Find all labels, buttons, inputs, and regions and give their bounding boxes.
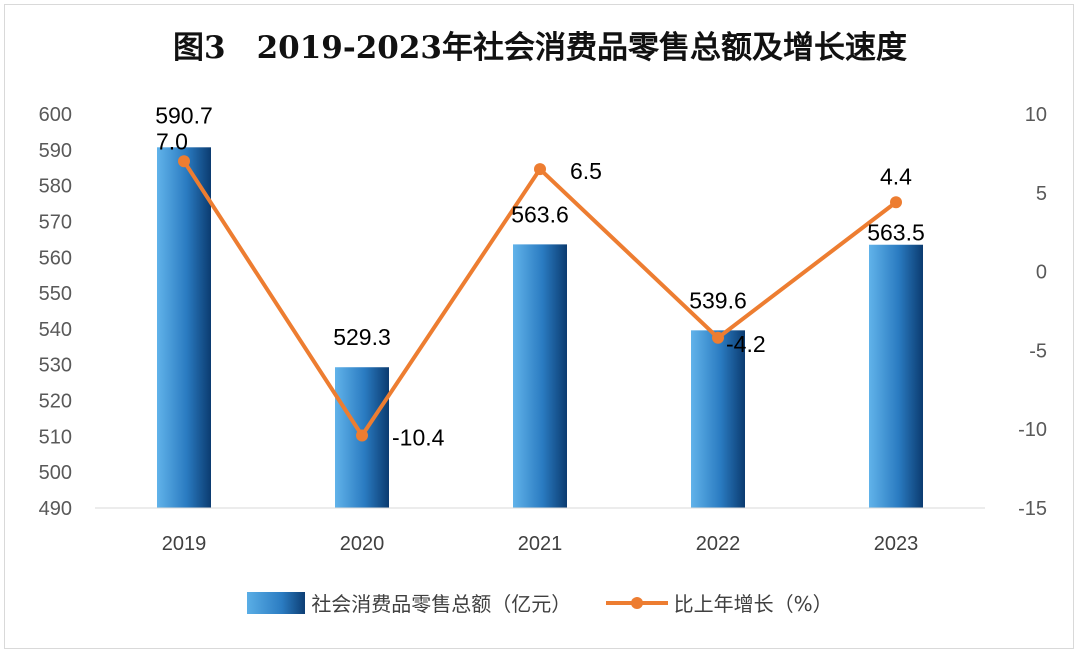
legend: 社会消费品零售总额（亿元） 比上年增长（%） — [0, 588, 1080, 619]
axis-layer: 490500510520530540550560570580590600-15-… — [39, 104, 1047, 555]
labels-layer: 590.7 529.3 563.6 539.6 563.5 7.0 -10.4 6.5 -4.2… — [155, 102, 925, 450]
legend-item-bar: 社会消费品零售总额（亿元） — [247, 588, 571, 617]
bar-data-label: 563.5 — [867, 220, 925, 246]
legend-line-label: 比上年增长（%） — [673, 592, 833, 616]
y-right-tick-label: 10 — [1025, 104, 1047, 126]
bar — [513, 244, 567, 509]
chart-plot: 590.7 529.3 563.6 539.6 563.5 7.0 -10.4 6.5 -4.2… — [39, 102, 1047, 555]
line-data-label: -4.2 — [726, 331, 766, 357]
y-left-tick-label: 490 — [39, 498, 72, 520]
y-left-tick-label: 540 — [39, 319, 72, 341]
y-right-tick-label: 0 — [1036, 262, 1047, 284]
y-left-tick-label: 600 — [39, 104, 72, 126]
line-data-label: 6.5 — [570, 158, 602, 184]
x-tick-label: 2023 — [874, 533, 919, 555]
y-left-tick-label: 570 — [39, 211, 72, 233]
y-left-tick-label: 530 — [39, 355, 72, 377]
y-left-tick-label: 550 — [39, 283, 72, 305]
line-point — [534, 163, 546, 176]
line-point — [890, 196, 902, 209]
chart-title: 图3 2019-2023年社会消费品零售总额及增长速度 — [173, 30, 907, 66]
y-left-tick-label: 580 — [39, 176, 72, 198]
line-point — [356, 429, 368, 442]
y-right-tick-label: -5 — [1029, 340, 1047, 362]
line-data-label: 7.0 — [156, 128, 188, 154]
y-left-tick-label: 500 — [39, 462, 72, 484]
line-point — [178, 155, 190, 168]
legend-line-swatch — [605, 592, 668, 614]
y-left-tick-label: 510 — [39, 426, 72, 448]
x-tick-label: 2021 — [518, 533, 563, 555]
bar — [691, 330, 745, 508]
line-data-label: -10.4 — [392, 425, 445, 451]
line-data-label: 4.4 — [880, 163, 912, 189]
bar-data-label: 539.6 — [689, 287, 747, 313]
line-layer — [178, 155, 902, 442]
x-tick-label: 2019 — [162, 533, 207, 555]
bar-data-label: 529.3 — [333, 324, 391, 350]
y-left-tick-label: 590 — [39, 140, 72, 162]
legend-bar-swatch — [247, 591, 306, 614]
bar-data-label: 590.7 — [155, 102, 213, 128]
legend-item-line: 比上年增长（%） — [605, 588, 833, 617]
y-left-tick-label: 520 — [39, 391, 72, 413]
legend-bar-label: 社会消费品零售总额（亿元） — [311, 592, 572, 616]
bar — [869, 244, 923, 508]
bar-data-label: 563.6 — [511, 201, 569, 227]
x-tick-label: 2022 — [696, 533, 741, 555]
x-tick-label: 2020 — [340, 533, 385, 555]
bars-layer — [157, 147, 923, 509]
y-right-tick-label: 5 — [1036, 183, 1047, 205]
y-right-tick-label: -15 — [1018, 498, 1047, 520]
y-right-tick-label: -10 — [1018, 419, 1047, 441]
y-left-tick-label: 560 — [39, 247, 72, 269]
line-point — [712, 331, 724, 344]
bar — [157, 147, 211, 508]
